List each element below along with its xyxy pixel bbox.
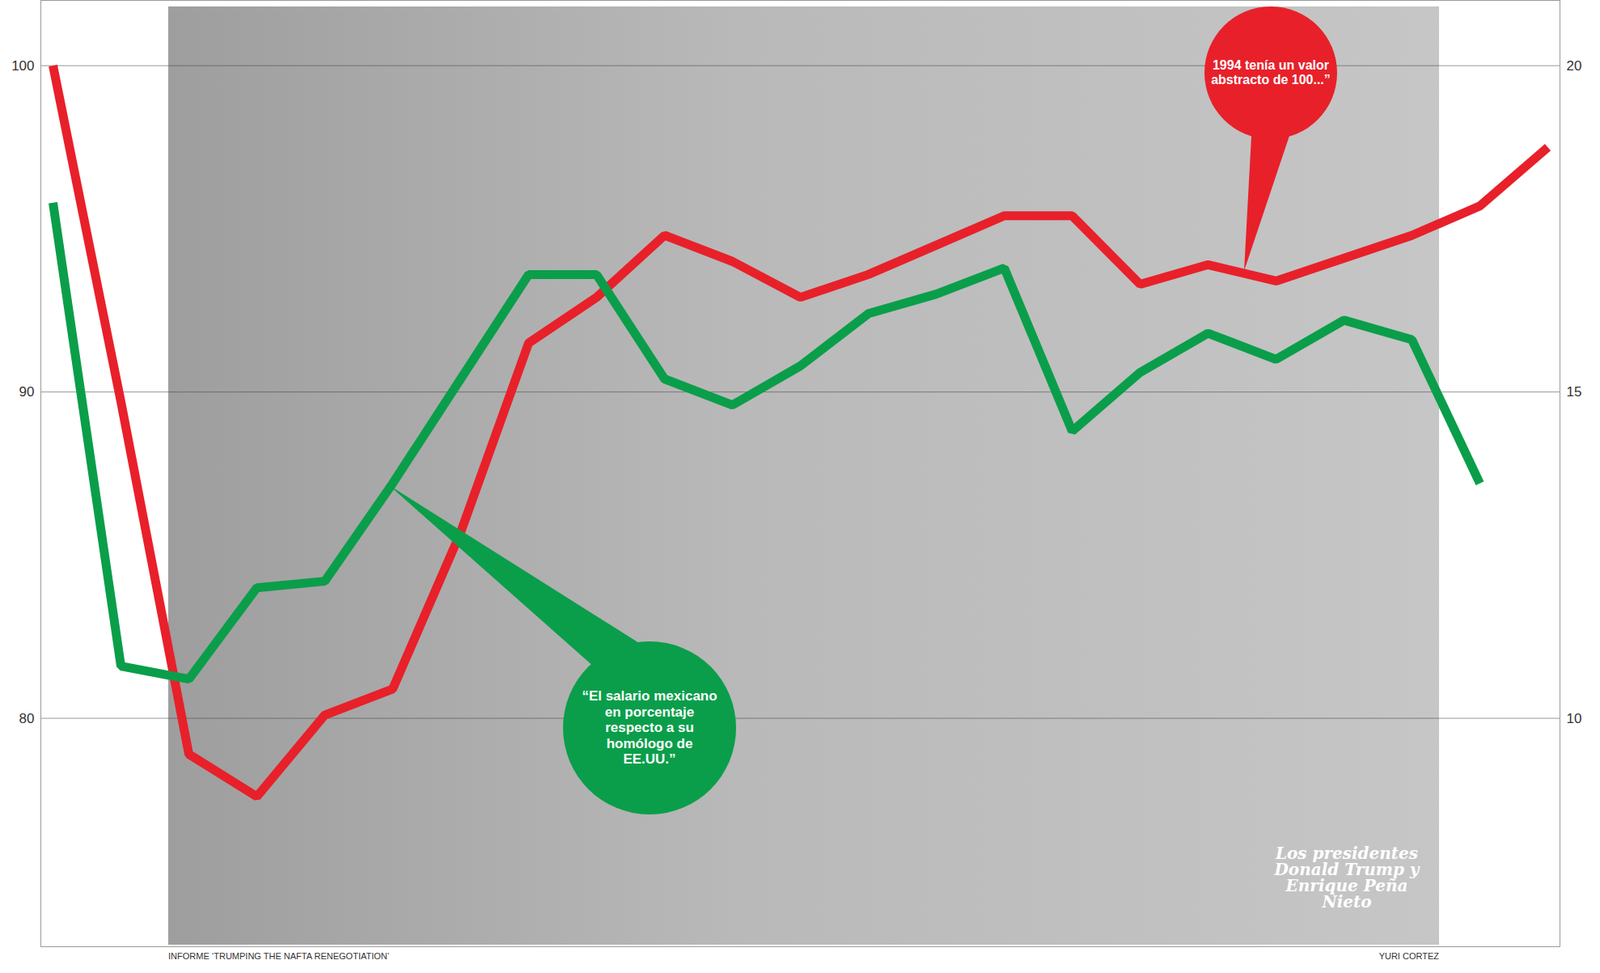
svg-text:10: 10 (1566, 711, 1583, 727)
html-text:Los presidentes Donald Trump y: Los presidentes Donald Trump y Enrique P… (1274, 843, 1420, 912)
svg-text:80: 80 (19, 711, 35, 727)
html-text:“El salario mexicano en porcen: “El salario mexicano en porcentaje respe… (581, 688, 718, 768)
html-text:YURI CORTEZ: YURI CORTEZ (1378, 951, 1440, 961)
html-text:1994 tenía un valor abstracto: 1994 tenía un valor abstracto de 100...” (1211, 57, 1331, 87)
svg-text:100: 100 (11, 58, 34, 74)
svg-text:90: 90 (19, 384, 35, 400)
svg-text:15: 15 (1566, 384, 1583, 400)
svg-text:20: 20 (1566, 58, 1583, 74)
html-text:INFORME ‘TRUMPING THE NAFTA RE: INFORME ‘TRUMPING THE NAFTA RENEGOTIATIO… (168, 951, 390, 961)
